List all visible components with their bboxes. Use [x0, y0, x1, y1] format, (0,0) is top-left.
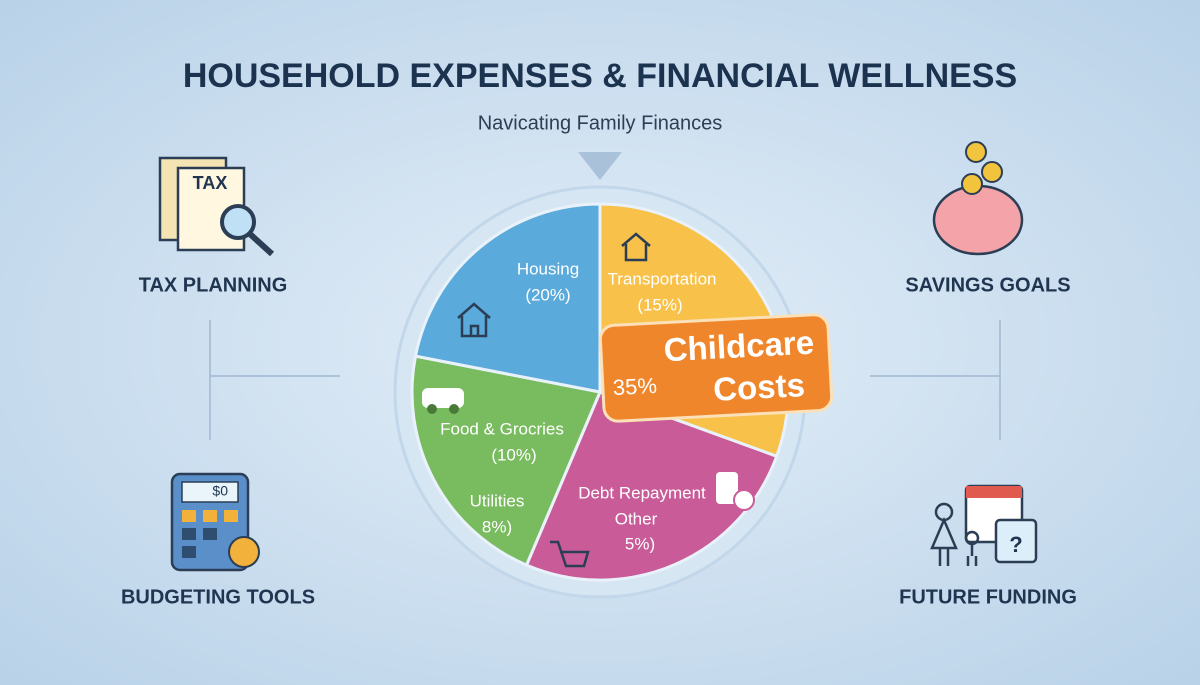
- slice-label: Transportation: [608, 269, 717, 288]
- cart-icon: [550, 540, 590, 568]
- house-icon: [457, 302, 491, 338]
- slice-label: Utilities: [470, 491, 525, 510]
- callout-box: [598, 313, 834, 423]
- coin: [961, 173, 983, 195]
- calc-screen: [181, 481, 239, 503]
- family-calendar-icon: ?: [930, 484, 1038, 566]
- coin: [733, 489, 755, 511]
- callout-text: Costs: [712, 366, 805, 408]
- slice-percent: 8%): [482, 517, 512, 536]
- handle: [247, 231, 275, 257]
- slice: [524, 390, 779, 582]
- coin-stack: [716, 472, 738, 504]
- callout-percent: 35%: [612, 373, 657, 400]
- coin: [965, 141, 987, 163]
- icon-text: TAX: [193, 173, 228, 193]
- wheel: [449, 404, 459, 414]
- key: [182, 510, 196, 522]
- slice-label: Debt Repayment: [578, 483, 706, 502]
- slice: [413, 202, 602, 394]
- side-label: SAVINGS GOALS: [905, 274, 1070, 296]
- pig-body: [932, 184, 1024, 256]
- child: [966, 544, 978, 566]
- key: [182, 528, 196, 540]
- slice-label: Food & Grocries: [440, 419, 564, 438]
- person: [930, 516, 958, 566]
- calendar: [994, 518, 1038, 564]
- car-icon: [422, 388, 464, 414]
- slice-label: Other: [615, 509, 658, 528]
- tax-icon: TAX: [158, 156, 275, 257]
- callout: Childcare Costs 35%: [598, 313, 834, 423]
- slice-label: Housing: [517, 259, 579, 278]
- icon-text: ?: [1009, 532, 1022, 557]
- title: HOUSEHOLD EXPENSES & FINANCIAL WELLNESS: [183, 57, 1017, 95]
- key: [224, 510, 238, 522]
- key: [203, 510, 217, 522]
- side-label: FUTURE FUNDING: [899, 586, 1077, 608]
- coins-icon: [716, 472, 755, 511]
- house-icon: [621, 232, 651, 262]
- connector: [870, 320, 1001, 440]
- equals-badge: [228, 536, 260, 568]
- slice-percent: (20%): [525, 285, 570, 304]
- pointer: [578, 152, 622, 180]
- icon-text: $0: [212, 483, 228, 499]
- key: [203, 528, 217, 540]
- coin: [981, 161, 1003, 183]
- slice: [410, 354, 603, 568]
- slice-percent: (15%): [637, 295, 682, 314]
- calendar-top: [966, 486, 1022, 498]
- callout-text: Childcare: [663, 324, 815, 369]
- car-body: [422, 388, 464, 408]
- wheel: [427, 404, 437, 414]
- side-label: BUDGETING TOOLS: [121, 586, 315, 608]
- lens: [220, 204, 256, 240]
- slice-percent: (10%): [491, 445, 536, 464]
- subtitle: Navicating Family Finances: [478, 112, 723, 134]
- calculator-icon: $0: [170, 472, 260, 572]
- connector: [209, 320, 340, 440]
- piggy-icon: [932, 141, 1024, 256]
- slice-percent: 5%): [625, 534, 655, 553]
- side-label: TAX PLANNING: [139, 274, 288, 296]
- connectors: [209, 320, 1001, 440]
- key: [182, 546, 196, 558]
